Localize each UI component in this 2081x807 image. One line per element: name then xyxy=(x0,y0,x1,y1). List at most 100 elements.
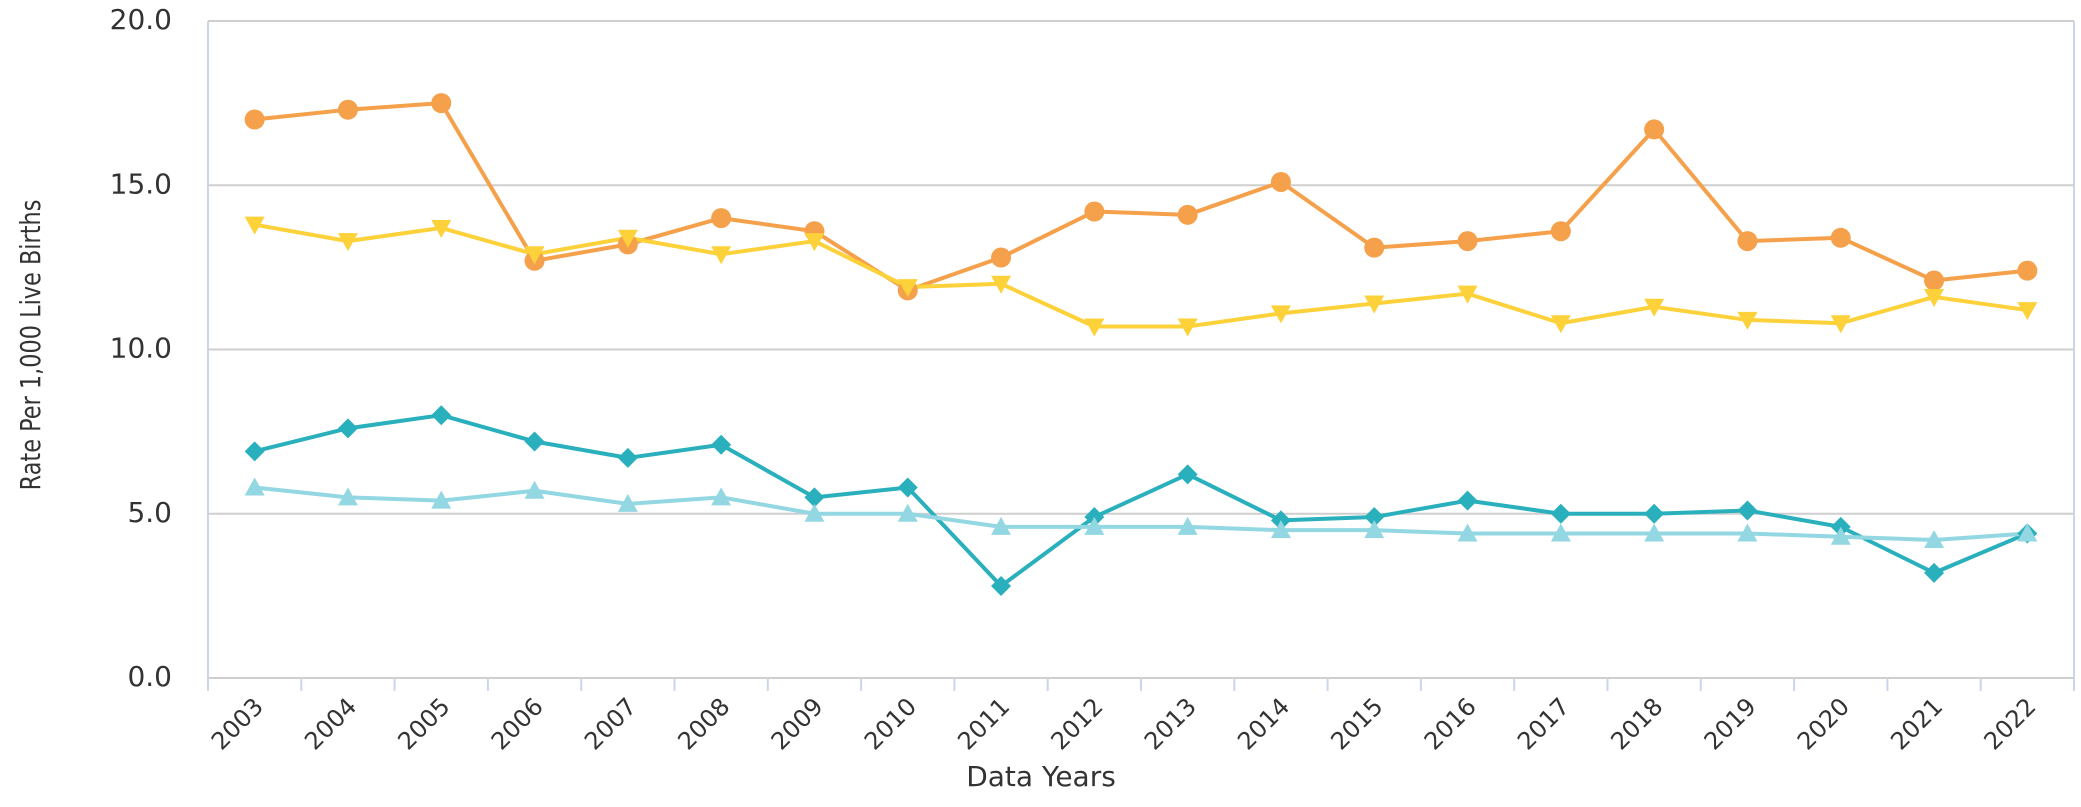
y-tick-label: 20.0 xyxy=(110,3,172,36)
point xyxy=(1457,490,1478,511)
x-tick-label: 2010 xyxy=(859,692,922,755)
x-tick-label: 2005 xyxy=(393,692,456,755)
x-tick-label: 2016 xyxy=(1419,692,1482,755)
point xyxy=(1644,523,1665,542)
point xyxy=(1737,523,1758,542)
y-tick-label: 0.0 xyxy=(127,660,172,693)
point xyxy=(1364,520,1385,539)
point xyxy=(1550,315,1571,334)
point xyxy=(244,441,265,462)
x-tick-label: 2003 xyxy=(206,692,269,755)
point xyxy=(1177,318,1198,337)
x-tick-label: 2008 xyxy=(672,692,735,755)
point xyxy=(337,99,358,120)
point xyxy=(337,233,358,252)
point xyxy=(1177,204,1198,225)
point xyxy=(244,216,265,235)
point xyxy=(1364,237,1385,258)
point xyxy=(1924,530,1945,549)
point xyxy=(524,480,545,499)
x-tick-label: 2013 xyxy=(1139,692,1202,755)
x-tick-label: 2018 xyxy=(1605,692,1668,755)
y-axis-title: Rate Per 1,000 Live Births xyxy=(13,200,46,491)
line xyxy=(254,101,2028,293)
point xyxy=(1270,171,1291,192)
point xyxy=(711,208,732,229)
x-tick-label: 2006 xyxy=(486,692,549,755)
point xyxy=(991,275,1012,294)
point xyxy=(2017,260,2038,281)
point xyxy=(431,219,452,238)
point xyxy=(1550,503,1571,524)
y-tick-label: 10.0 xyxy=(110,332,172,365)
point xyxy=(337,487,358,506)
point xyxy=(1830,227,1851,248)
point xyxy=(2017,302,2038,321)
point xyxy=(1177,516,1198,535)
point xyxy=(804,233,825,252)
point xyxy=(1084,516,1105,535)
point xyxy=(804,503,825,522)
point xyxy=(1457,523,1478,542)
point xyxy=(1084,201,1105,222)
point xyxy=(244,109,265,130)
point xyxy=(617,493,638,512)
x-tick-label: 2017 xyxy=(1512,692,1575,755)
point xyxy=(1177,464,1198,485)
point xyxy=(1737,500,1758,521)
x-tick-label: 2011 xyxy=(952,692,1015,755)
point xyxy=(1364,507,1385,528)
point xyxy=(337,418,358,439)
point xyxy=(804,487,825,508)
point xyxy=(431,93,452,114)
x-tick-label: 2007 xyxy=(579,692,642,755)
point xyxy=(1737,311,1758,330)
point xyxy=(991,516,1012,535)
point xyxy=(244,477,265,496)
point xyxy=(991,247,1012,268)
x-axis-title: Data Years xyxy=(966,760,1116,793)
point xyxy=(431,490,452,509)
point xyxy=(1830,315,1851,334)
point xyxy=(1550,221,1571,242)
point xyxy=(711,434,732,455)
point xyxy=(1364,295,1385,314)
line xyxy=(254,485,2028,543)
point xyxy=(897,477,918,498)
grid xyxy=(208,20,2074,679)
point xyxy=(524,246,545,265)
x-tick-label: 2015 xyxy=(1326,692,1389,755)
point xyxy=(1924,270,1945,291)
line xyxy=(254,413,2029,589)
x-tick-label: 2020 xyxy=(1792,692,1855,755)
point xyxy=(1270,305,1291,324)
point xyxy=(431,405,452,426)
point xyxy=(1644,503,1665,524)
x-tick-label: 2014 xyxy=(1232,692,1295,755)
point xyxy=(897,503,918,522)
point xyxy=(897,279,918,298)
x-tick-label: 2004 xyxy=(299,692,362,755)
point xyxy=(1457,231,1478,252)
point xyxy=(711,246,732,265)
point xyxy=(711,487,732,506)
point xyxy=(1830,526,1851,545)
point xyxy=(1644,119,1665,140)
point xyxy=(1737,231,1758,252)
x-tick-label: 2019 xyxy=(1699,692,1762,755)
point xyxy=(1924,288,1945,307)
point xyxy=(1457,285,1478,304)
x-tick-label: 2022 xyxy=(1979,692,2042,755)
point xyxy=(1644,298,1665,317)
point xyxy=(1084,318,1105,337)
point xyxy=(2017,523,2038,542)
x-tick-label: 2009 xyxy=(766,692,829,755)
point xyxy=(617,447,638,468)
x-tick-label: 2012 xyxy=(1046,692,1109,755)
point xyxy=(991,576,1012,597)
x-tick-label: 2021 xyxy=(1885,692,1948,755)
y-tick-label: 15.0 xyxy=(110,167,172,200)
point xyxy=(1924,562,1945,583)
